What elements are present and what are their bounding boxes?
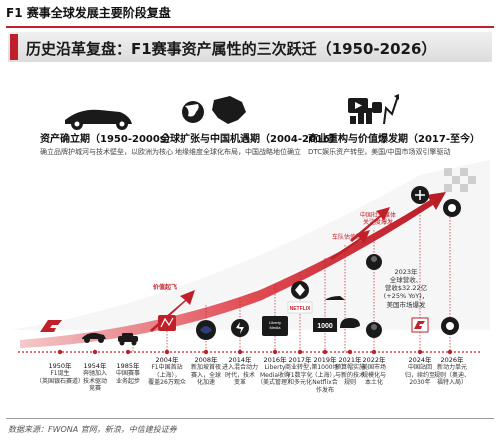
callout-valuation: 车队估值飙升 (331, 234, 369, 241)
phase-2-title: 全球扩张与中国机遇期（2004-2016） (160, 134, 340, 145)
timeline-text: 新加坡首夜 赛入，全球 化加速 (190, 364, 222, 387)
car-icon (118, 333, 138, 346)
race-car-icon (65, 109, 132, 130)
banner-title: 历史沿革复盘：F1赛事资产属性的三次跃迁（1950-2026） (26, 40, 437, 58)
phase-2-desc: 地缘维度全球化布局，中国战略地位确立 (175, 148, 301, 156)
timeline-year: 2026年 (440, 356, 464, 364)
footer-rule (6, 418, 494, 419)
liberty-media-logo-text-line-2: Media (270, 325, 282, 330)
timeline-year: 2021年 (338, 356, 362, 364)
driver-helmet-icon (340, 318, 360, 328)
phase-1-desc: 确立品牌护城河与技术壁垒，以欧洲为核心 (40, 148, 173, 156)
vintage-car-icon (82, 332, 106, 343)
timeline-item-2022: 2022年 美国市场 规模化与 本土化 (362, 356, 386, 387)
checkered-flag-icon (444, 168, 476, 192)
timeline-item-1985: 1985年 中国赛事 业务起步 (116, 362, 140, 385)
source-note: 数据来源：FWONA 官网，新浪，中信建投证券 (8, 425, 177, 434)
timeline-text: 新动力单元 规则（奥迪、 福特入局） (433, 364, 471, 387)
arrow-label: 价值起飞 (152, 284, 178, 291)
header-title: F1 赛事全球发展主要阶段复盘 (6, 6, 171, 20)
timeline-item-2021: 2021年 预算帽实施 与新的技术 规则 (335, 356, 365, 387)
timeline-year: 2019年 (313, 356, 337, 364)
f1-badge-icon (411, 317, 429, 333)
new-engine-icon (441, 317, 459, 335)
timeline-text: 进入混合动力 时代，技术 变革 (221, 364, 259, 387)
banner (8, 32, 492, 62)
f1-logo-icon (40, 320, 62, 332)
callout-arrow-step (330, 207, 390, 260)
liberty-media-logo-text: Liberty Media (269, 320, 281, 330)
netflix-logo-text: NETFLIX (290, 306, 311, 312)
stat-2023: 2023年 全球营收、 营收$32.22亿 (+25% YoY)， 美国市场爆发 (383, 268, 429, 309)
timeline-year: 2024年 (408, 356, 432, 364)
timeline-year: 2017年 (288, 356, 312, 364)
liberty-media-logo-text-line-1: Liberty (269, 320, 281, 325)
timeline-item-2008: 2008年 新加坡首夜 赛入，全球 化加速 (191, 356, 221, 387)
timeline-year: 2014年 (228, 356, 252, 364)
tech-icon-upper (443, 199, 461, 217)
timeline-item-2017: 2017年 商业转型， F1数字化 和多元化 (285, 356, 315, 387)
car-silhouette-icon (325, 296, 345, 300)
banner-accent (10, 34, 18, 60)
timeline-year: 1985年 (116, 362, 140, 370)
timeline-text: 中国赛事 业务起步 (115, 370, 141, 385)
engine-icon-upper (411, 186, 429, 204)
timeline-item-2026: 2026年 新动力单元 规则（奥迪、 福特入局） (434, 356, 470, 387)
timeline-text: 美国市场 规模化与 本土化 (361, 364, 387, 387)
netflix-logo: NETFLIX (287, 301, 313, 314)
globe-icon (182, 101, 204, 123)
timeline-year: 1950年 (48, 362, 72, 370)
avatar-icon-2 (366, 322, 382, 338)
timeline-year: 2022年 (362, 356, 386, 364)
background-band (10, 160, 490, 330)
budget-cap-icon (291, 281, 309, 299)
timeline-item-2014: 2014年 进入混合动力 时代，技术 变革 (222, 356, 258, 387)
timeline-item-1954: 1954年 奔驰加入 技术驱动 竞赛 (83, 362, 107, 393)
night-race-icon (196, 320, 216, 340)
timeline-item-2019: 2019年 第1000场 （上海）， Netflix合 作发布 (311, 356, 338, 394)
timeline-text: 商业转型， F1数字化 和多元化 (284, 364, 316, 387)
timeline-text: F1诞生 （英国银石赛道） (35, 370, 85, 385)
timeline-text: F1中国首站 （上海）， 覆盖26万观众 (148, 364, 186, 387)
timeline-item-1950: 1950年 F1诞生 （英国银石赛道） (36, 362, 84, 385)
phase-3-title: 商业重构与价值爆发期（2017-至今） (308, 134, 480, 145)
race-1000-badge-text: 1000 (317, 323, 333, 330)
callout-social: 中国社交媒体 关注度爆发 (359, 212, 397, 227)
phase-1-title: 资产确立期（1950-2000s） (40, 134, 176, 145)
timeline-text: 第1000场 （上海）， Netflix合 作发布 (311, 364, 339, 394)
timeline-text: Liberty Media收购 （美式管理） (256, 364, 294, 387)
phase-3-desc: DTC娱乐资产转型，美国/中国市场双引擎驱动 (308, 148, 451, 156)
timeline-text: 预算帽实施 与新的技术 规则 (334, 364, 366, 387)
race-1000-badge: 1000 (313, 318, 337, 332)
timeline-year: 2004年 (155, 356, 179, 364)
media-growth-icon (348, 94, 399, 125)
timeline-item-2016: 2016年 Liberty Media收购 （美式管理） (257, 356, 293, 387)
timeline-year: 1954年 (83, 362, 107, 370)
header-rule (6, 26, 494, 28)
timeline-year: 2016年 (263, 356, 287, 364)
timeline-text: 中国站回 归，续约至 2030年 (404, 364, 436, 387)
growth-arrow-stripe (159, 269, 301, 319)
timeline-item-2024: 2024年 中国站回 归，续约至 2030年 (405, 356, 435, 387)
shanghai-circuit-icon (158, 315, 176, 331)
milestone-dots (57, 349, 453, 355)
avatar-icon (366, 254, 382, 270)
timeline-year: 2008年 (194, 356, 218, 364)
hybrid-engine-icon (231, 319, 249, 337)
timeline-item-2004: 2004年 F1中国首站 （上海）， 覆盖26万观众 (148, 356, 186, 387)
liberty-media-logo: Liberty Media (262, 316, 288, 336)
timeline-text: 奔驰加入 技术驱动 竞赛 (82, 370, 108, 393)
china-map-icon (212, 96, 246, 124)
